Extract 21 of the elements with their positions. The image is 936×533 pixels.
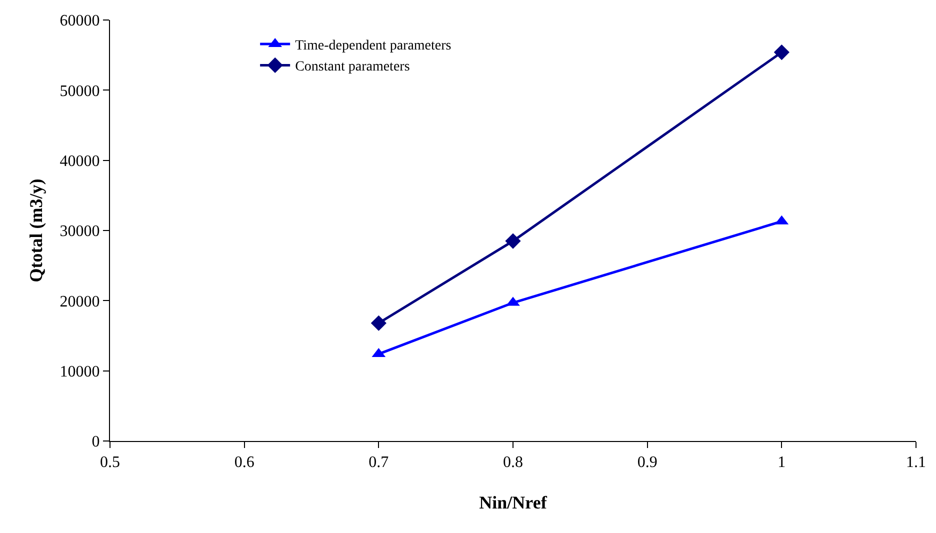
- y-tick-label: 40000: [60, 152, 100, 170]
- y-axis-title: Qtotal (m3/y): [26, 178, 46, 282]
- y-tick-label: 10000: [60, 363, 100, 380]
- x-tick-label: 0.9: [637, 454, 658, 472]
- x-tick-label: 0.5: [100, 454, 120, 472]
- y-tick-label: 30000: [60, 223, 100, 240]
- x-axis-title: Nin/Nref: [479, 492, 548, 512]
- y-tick-label: 0: [92, 434, 100, 451]
- legend-label: Time-dependent parameters: [295, 38, 452, 54]
- x-tick-label: 0.8: [503, 454, 523, 472]
- y-tick-label: 50000: [60, 82, 100, 100]
- x-tick-label: 0.6: [234, 454, 254, 472]
- y-tick-label: 20000: [60, 293, 100, 310]
- point: [505, 233, 521, 249]
- x-tick-label: 1: [778, 454, 786, 472]
- legend-label: Constant parameters: [295, 60, 410, 75]
- point: [774, 44, 790, 60]
- point: [370, 315, 386, 331]
- y-tick-label: 60000: [60, 12, 100, 30]
- x-tick-label: 1.1: [906, 454, 926, 472]
- x-tick-label: 0.7: [368, 454, 389, 472]
